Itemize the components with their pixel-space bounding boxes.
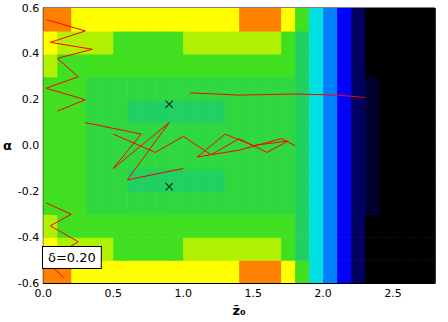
svg-text:α: α (3, 138, 12, 153)
svg-text:-0.4: -0.4 (18, 231, 39, 244)
svg-text:0.0: 0.0 (22, 139, 40, 152)
svg-text:1.5: 1.5 (244, 287, 262, 300)
svg-text:δ=0.20: δ=0.20 (48, 250, 96, 265)
svg-text:0.6: 0.6 (22, 2, 40, 15)
svg-text:2.5: 2.5 (384, 287, 402, 300)
svg-text:2.0: 2.0 (314, 287, 332, 300)
svg-text:1.0: 1.0 (174, 287, 192, 300)
svg-text:0.2: 0.2 (22, 93, 40, 106)
svg-text:0.4: 0.4 (22, 47, 40, 60)
svg-text:z̄₀: z̄₀ (233, 303, 247, 318)
svg-text:-0.2: -0.2 (18, 185, 39, 198)
svg-text:0.0: 0.0 (35, 287, 53, 300)
svg-text:-0.6: -0.6 (17, 276, 40, 290)
svg-text:0.5: 0.5 (104, 287, 122, 300)
